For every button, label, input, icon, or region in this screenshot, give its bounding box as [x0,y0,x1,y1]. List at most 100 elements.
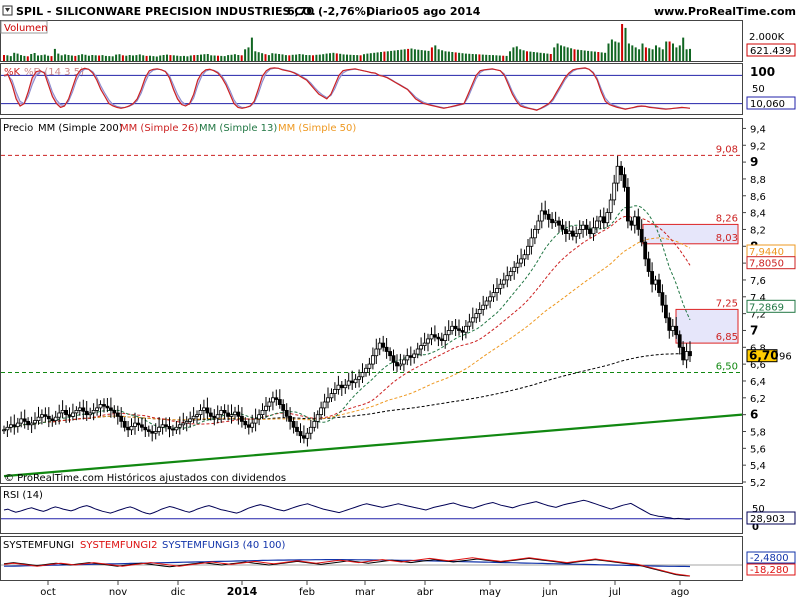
rsi-axis-50: 50 [752,504,765,515]
stoch-d-line [3,67,691,111]
volume-bar [298,54,301,61]
candle-body [577,228,582,234]
volume-bar [546,53,549,61]
price-tick-label: 6,6 [750,360,766,371]
candle-body [15,422,20,427]
price-value-label: 6,70 [749,349,779,363]
candle-body [629,220,634,226]
volume-bar [159,55,162,61]
volume-bar [587,50,590,61]
volume-axis-label: 2.000K [749,32,785,43]
volume-bar [665,41,668,61]
candle-body [339,384,344,389]
volume-bar [339,53,342,61]
volume-bar [668,41,671,61]
candle-body [219,409,224,415]
volume-bar [600,52,603,61]
volume-bar [529,51,532,61]
candle-body [346,380,351,386]
candle-body [81,407,86,412]
candle-body [40,414,44,418]
volume-bar [396,50,399,61]
candle-body [460,330,465,333]
volume-bar [172,55,175,61]
candle-body [208,412,213,417]
candle-body [677,334,682,348]
candle-body [115,412,120,417]
right-axis-labels: 2.000K 621.439 100 50 10,060 50 0 28,903… [746,32,796,576]
volume-bar [186,56,189,61]
candle-body [129,425,134,431]
candle-body [246,424,251,428]
volume-bar [638,49,641,61]
candle-body [481,304,486,310]
volume-bar [329,53,331,61]
candle-body [64,409,68,415]
site-link[interactable]: www.ProRealTime.com [654,5,796,18]
volume-bar [288,55,291,61]
candle-body [491,292,496,298]
triangle-icon [5,8,10,12]
candle-body [508,271,513,277]
candle-body [270,397,275,403]
candle-body [36,416,41,422]
volume-bar [576,49,579,61]
volume-bar [3,55,5,61]
candle-body [112,409,117,414]
candle-body [284,409,289,417]
candle-body [60,409,65,414]
chart-period: Diario [366,5,404,18]
candle-body [519,258,523,264]
candle-body [71,412,75,417]
price-tick-label: 6 [750,408,758,422]
volume-bar [101,55,104,61]
volume-bar [515,46,518,61]
volume-bar [543,53,545,61]
volume-bar [30,54,33,61]
volume-bar [597,52,600,61]
volume-bar [179,56,182,61]
candle-body [5,426,10,431]
candle-body [622,174,627,188]
candle-body [426,338,430,344]
volume-bar [413,49,416,61]
candle-body [505,275,510,281]
candle-body [326,397,330,403]
candle-body [126,426,130,431]
volume-bar [349,54,352,61]
volume-bar [624,27,627,61]
price-value-box [746,256,796,270]
volume-bar [37,55,39,61]
volume-last-value: 621.439 [750,46,791,57]
candle-body [184,420,189,424]
volume-bar [468,53,471,61]
candle-body [570,230,575,237]
price-value-box [746,349,778,363]
candle-body [53,416,58,422]
candle-body [360,372,365,378]
candle-body [57,412,62,418]
candle-body [557,220,561,226]
volume-bar [23,55,26,61]
candle-body [95,407,99,411]
volume-bar [380,52,382,61]
candle-body [236,411,241,417]
candle-body [484,300,489,306]
candle-body [122,420,127,428]
volume-bar [478,54,481,61]
volume-bar [26,56,29,61]
volume-bar [420,50,423,61]
candle-body [198,409,203,415]
candle-body [33,420,37,424]
rsi-axis-0: 0 [752,522,759,533]
legend-sma13: MM (Simple 13) [199,123,277,134]
candle-body [446,330,451,336]
volume-bar [583,50,586,61]
volume-bar [210,55,213,61]
volume-bar [128,55,131,61]
volume-bar [53,48,56,61]
volume-bar [149,55,151,61]
volume-bar [441,50,444,61]
volume-bar [111,56,114,61]
